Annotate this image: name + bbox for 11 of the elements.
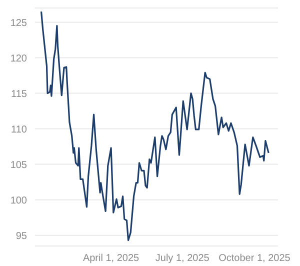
y-tick-label: 105: [10, 160, 28, 171]
y-tick-label: 100: [10, 195, 28, 206]
y-tick-label: 120: [10, 53, 28, 64]
y-tick-label: 95: [16, 230, 28, 242]
y-tick-label: 110: [11, 124, 28, 136]
y-tick-label: 125: [10, 18, 28, 29]
y-tick-label: 115: [11, 88, 28, 100]
x-tick-label: April 1, 2025: [82, 253, 140, 264]
x-tick-label: October 1, 2025: [218, 253, 291, 264]
line-series: [40, 10, 270, 242]
x-tick-label: July 1, 2025: [155, 253, 210, 264]
